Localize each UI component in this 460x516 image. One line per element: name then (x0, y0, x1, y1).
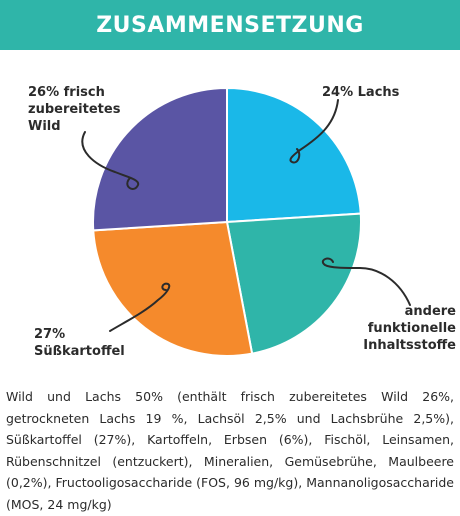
label-lachs-line-1: 24% Lachs (322, 85, 400, 100)
label-wild-line-3: Wild (28, 119, 61, 134)
slice-wild (92, 86, 228, 232)
label-kartoffel-line-1: 27% (34, 327, 66, 342)
label-andere-line-2: funktionelle (367, 321, 456, 336)
label-wild-line-2: zubereitetes (28, 102, 121, 117)
label-wild-line-1: 26% frisch (28, 85, 105, 100)
label-wild: 26% frisch zubereitetes Wild (28, 84, 120, 135)
label-andere-line-1: andere (404, 304, 456, 319)
pie-chart (81, 86, 411, 357)
ingredients-description: Wild und Lachs 50% (enthält frisch zuber… (6, 389, 454, 512)
slice-andere (225, 212, 362, 355)
arrow-kartoffel (109, 282, 171, 332)
arrow-wild (81, 131, 140, 190)
arrow-andere (321, 257, 411, 306)
header-bar: ZUSAMMENSETZUNG (0, 0, 460, 50)
arrow-lachs (289, 99, 339, 164)
label-andere-line-3: Inhaltsstoffe (363, 338, 456, 353)
label-lachs: 24% Lachs (322, 84, 399, 101)
label-kartoffel: 27% Süßkartoffel (34, 326, 125, 360)
page-title: ZUSAMMENSETZUNG (96, 12, 364, 38)
label-kartoffel-line-2: Süßkartoffel (34, 344, 125, 359)
slice-kartoffel (92, 220, 254, 357)
label-andere: andere funktionelle Inhaltsstoffe (330, 303, 456, 354)
